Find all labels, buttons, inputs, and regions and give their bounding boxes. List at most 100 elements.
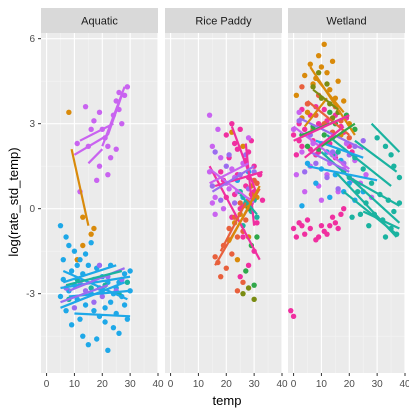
data-point bbox=[229, 251, 235, 257]
data-point bbox=[124, 279, 131, 286]
x-tick-label: 30 bbox=[125, 379, 137, 390]
data-point bbox=[107, 154, 114, 161]
data-point bbox=[91, 299, 97, 305]
data-point bbox=[288, 307, 294, 314]
data-point bbox=[299, 203, 305, 209]
data-point bbox=[80, 333, 86, 339]
fit-line bbox=[354, 139, 398, 173]
data-point bbox=[251, 296, 257, 303]
data-point bbox=[102, 305, 108, 311]
data-point bbox=[231, 200, 238, 206]
fit-line bbox=[320, 122, 356, 148]
fit-line bbox=[62, 264, 117, 284]
data-point bbox=[315, 69, 322, 76]
fit-line bbox=[60, 284, 109, 304]
data-point bbox=[254, 234, 260, 240]
data-point bbox=[324, 81, 330, 87]
fit-line bbox=[65, 269, 123, 287]
data-point bbox=[296, 109, 302, 116]
data-point bbox=[360, 137, 366, 144]
data-point bbox=[212, 149, 218, 155]
data-point bbox=[329, 214, 336, 220]
data-point bbox=[237, 273, 243, 280]
data-point bbox=[212, 254, 218, 260]
data-point bbox=[307, 61, 313, 67]
data-point bbox=[243, 268, 249, 274]
data-point bbox=[254, 220, 260, 226]
fit-line bbox=[309, 151, 350, 173]
data-point bbox=[102, 319, 108, 325]
data-point bbox=[71, 248, 78, 254]
data-point bbox=[327, 86, 333, 93]
data-point bbox=[74, 262, 80, 269]
x-tick-label: 20 bbox=[344, 379, 356, 390]
data-point bbox=[338, 211, 344, 218]
data-point bbox=[313, 180, 319, 186]
panel-background bbox=[165, 33, 282, 373]
data-point bbox=[346, 135, 352, 141]
data-point bbox=[391, 208, 397, 215]
data-point bbox=[88, 239, 94, 246]
data-point bbox=[299, 222, 305, 229]
data-point bbox=[321, 41, 327, 48]
data-point bbox=[66, 242, 72, 249]
facet-strip-label: Aquatic bbox=[81, 16, 118, 28]
data-point bbox=[304, 217, 311, 223]
data-point bbox=[68, 322, 75, 328]
x-tick-label: 30 bbox=[372, 379, 384, 390]
data-point bbox=[360, 166, 366, 172]
data-point bbox=[293, 234, 300, 240]
data-point bbox=[335, 225, 341, 232]
x-tick-label: 20 bbox=[221, 379, 233, 390]
data-point bbox=[218, 169, 224, 175]
data-point bbox=[302, 72, 308, 79]
fit-line bbox=[73, 134, 109, 156]
data-point bbox=[315, 234, 322, 240]
data-point bbox=[382, 143, 389, 150]
x-tick-label: 10 bbox=[69, 379, 81, 390]
data-point bbox=[293, 92, 300, 99]
x-tick-label: 10 bbox=[316, 379, 328, 390]
data-point bbox=[82, 251, 89, 257]
fit-line bbox=[70, 148, 90, 226]
x-tick-label: 0 bbox=[44, 379, 50, 390]
data-point bbox=[341, 98, 347, 104]
data-point bbox=[206, 112, 213, 118]
fit-line bbox=[244, 143, 256, 226]
x-axis-title: temp bbox=[213, 393, 242, 408]
fit-line bbox=[312, 88, 339, 111]
data-point bbox=[318, 222, 325, 229]
data-point bbox=[302, 188, 308, 195]
data-point bbox=[77, 256, 83, 263]
data-point bbox=[321, 228, 327, 235]
data-point bbox=[335, 78, 341, 84]
data-point bbox=[88, 126, 94, 133]
x-tick-label: 40 bbox=[276, 379, 288, 390]
fit-line bbox=[228, 185, 261, 244]
fit-line bbox=[304, 125, 345, 159]
data-point bbox=[357, 211, 364, 218]
data-point bbox=[57, 222, 64, 229]
data-point bbox=[299, 84, 305, 90]
data-point bbox=[77, 316, 83, 322]
data-point bbox=[304, 143, 311, 150]
data-point bbox=[63, 234, 69, 240]
fit-line bbox=[293, 114, 350, 142]
data-point bbox=[302, 231, 308, 237]
data-point bbox=[327, 109, 333, 116]
data-point bbox=[66, 109, 72, 116]
data-point bbox=[121, 92, 128, 99]
data-point bbox=[293, 152, 300, 158]
data-point bbox=[212, 194, 218, 201]
facet-strip-label: Wetland bbox=[326, 16, 366, 28]
fit-line bbox=[106, 94, 123, 136]
data-point bbox=[243, 217, 249, 223]
y-tick-label: 6 bbox=[29, 34, 35, 45]
data-point bbox=[226, 186, 232, 192]
data-point bbox=[223, 265, 229, 271]
data-point bbox=[68, 268, 75, 274]
facet-panel-wetland: Wetland bbox=[288, 8, 406, 373]
data-point bbox=[91, 307, 97, 314]
data-point bbox=[318, 197, 325, 203]
data-point bbox=[209, 183, 216, 189]
